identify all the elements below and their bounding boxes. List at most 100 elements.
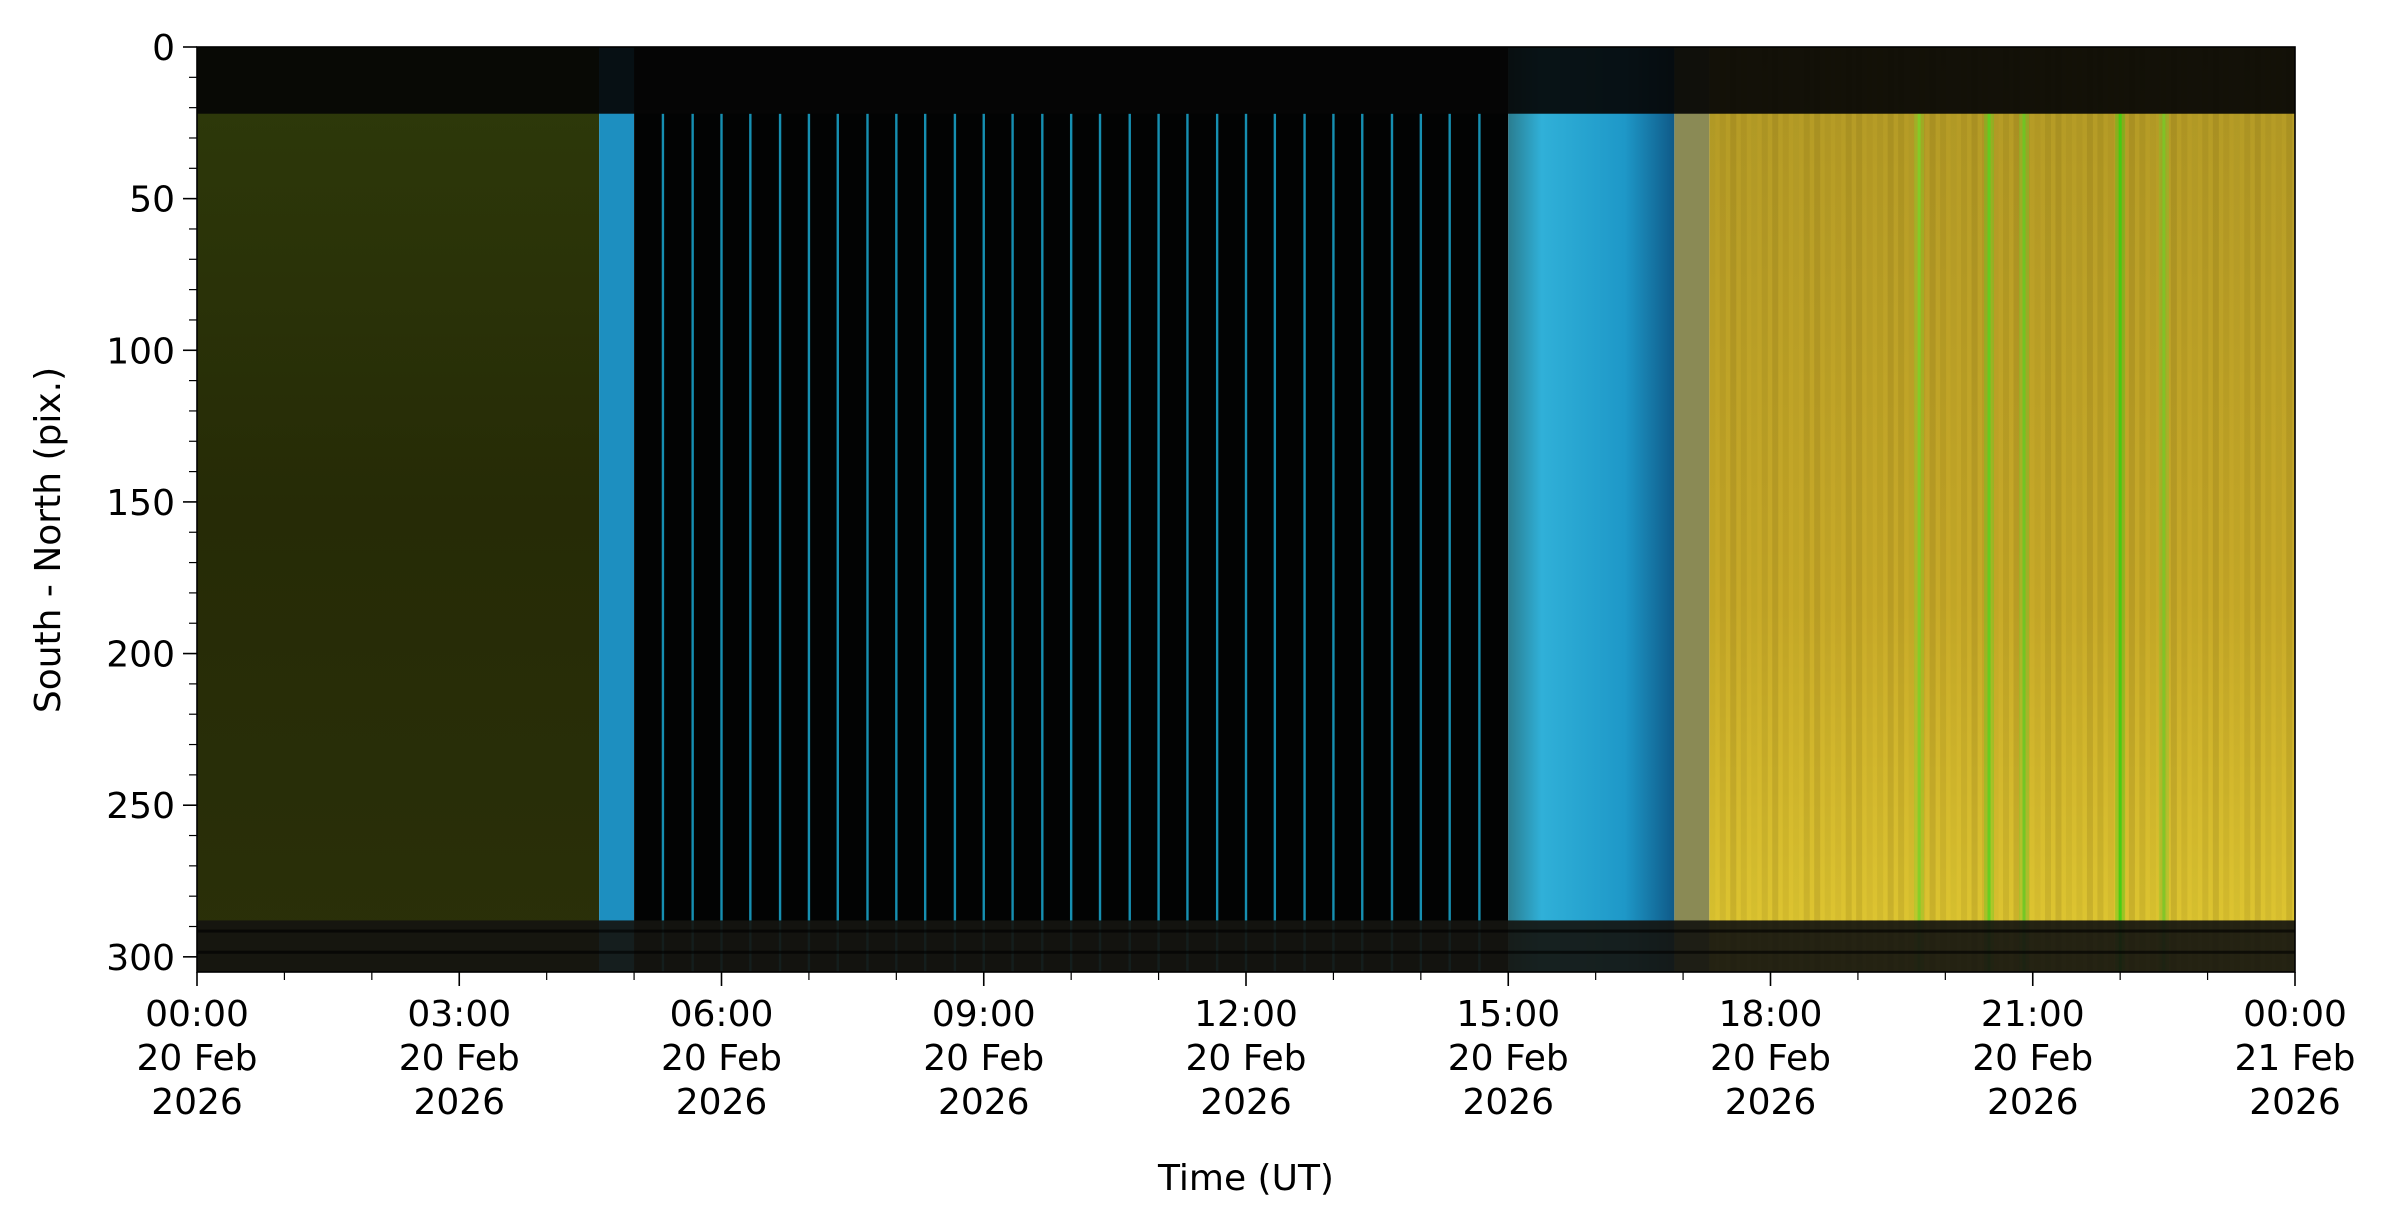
night-late-texture	[1929, 47, 1936, 972]
night-late-texture	[2044, 47, 2051, 972]
daytime-thin-line	[1419, 113, 1423, 972]
y-axis-label: South - North (pix.)	[28, 367, 69, 713]
aurora-streak	[2162, 113, 2166, 972]
night-late-texture	[1730, 47, 1737, 972]
x-tick-label: 20 Feb	[1186, 1038, 1307, 1079]
night-late-texture	[2233, 47, 2240, 972]
daytime-thin-line	[1098, 113, 1102, 972]
night-late-texture	[1751, 47, 1758, 972]
night-late-texture	[1982, 47, 1989, 972]
x-tick-label: 00:00	[145, 994, 249, 1035]
x-tick-label: 20 Feb	[137, 1038, 258, 1079]
y-axis: 0 50 100 150 200 250 300	[106, 28, 197, 979]
x-tick-label: 09:00	[932, 994, 1036, 1035]
aurora-streak	[1987, 113, 1991, 972]
night-late-texture	[2003, 47, 2010, 972]
daytime-thin-line	[1448, 113, 1451, 972]
aurora-streak	[1917, 113, 1921, 972]
daytime-thin-line	[1244, 113, 1248, 972]
x-tick-label: 03:00	[407, 994, 511, 1035]
night-late-texture	[1971, 47, 1978, 972]
night-late-texture	[2149, 47, 2156, 972]
night-late-texture	[2212, 47, 2219, 972]
segment-twilight-early	[599, 47, 635, 972]
night-late-texture	[2107, 47, 2114, 972]
night-late-texture	[1898, 47, 1905, 972]
y-tick-label: 50	[129, 180, 175, 221]
x-axis-label: Time (UT)	[1157, 1158, 1334, 1199]
y-tick-label: 0	[152, 28, 175, 69]
night-late-texture	[2013, 47, 2020, 972]
night-late-texture	[2265, 47, 2272, 972]
night-late-texture	[1719, 47, 1726, 972]
daytime-thin-line	[1478, 113, 1481, 972]
horizontal-band	[197, 47, 2295, 114]
night-late-texture	[1856, 47, 1863, 972]
daytime-thin-line	[1303, 113, 1306, 972]
x-tick-label: 2026	[1725, 1082, 1817, 1123]
night-late-texture	[2139, 47, 2146, 972]
night-late-texture	[1814, 47, 1821, 972]
x-tick-label: 20 Feb	[661, 1038, 782, 1079]
night-late-texture	[1877, 47, 1884, 972]
daytime-thin-line	[982, 113, 985, 972]
x-tick-label: 12:00	[1194, 994, 1298, 1035]
daytime-thin-line	[1273, 113, 1277, 972]
night-late-texture	[1992, 47, 1999, 972]
x-tick-label: 20 Feb	[399, 1038, 520, 1079]
daytime-thin-line	[1069, 113, 1073, 972]
daytime-thin-line	[1128, 113, 1131, 972]
x-tick-label: 21:00	[1981, 994, 2085, 1035]
y-tick-label: 200	[106, 635, 175, 676]
horizontal-band	[197, 920, 2295, 972]
night-late-texture	[2254, 47, 2261, 972]
night-late-texture	[2191, 47, 2198, 972]
daytime-thin-line	[1186, 113, 1189, 972]
night-late-texture	[1803, 47, 1810, 972]
daytime-thin-line	[1157, 113, 1160, 972]
aurora-streak	[2118, 113, 2122, 972]
daytime-thin-line	[661, 113, 665, 972]
night-late-texture	[2170, 47, 2177, 972]
daytime-thin-line	[778, 113, 782, 972]
night-late-texture	[2097, 47, 2104, 972]
daytime-thin-line	[866, 113, 869, 972]
night-late-texture	[1772, 47, 1779, 972]
night-late-texture	[1793, 47, 1800, 972]
night-late-texture	[1782, 47, 1789, 972]
segment-night-early	[197, 47, 600, 972]
y-tick-label: 300	[106, 938, 175, 979]
x-tick-label: 20 Feb	[1448, 1038, 1569, 1079]
segment-twilight-fade	[1674, 47, 1710, 972]
daytime-thin-line	[807, 113, 811, 972]
x-tick-label: 20 Feb	[1972, 1038, 2093, 1079]
night-late-texture	[1824, 47, 1831, 972]
daytime-thin-line	[923, 113, 927, 972]
aurora-streak	[2022, 113, 2026, 972]
x-tick-label: 00:00	[2243, 994, 2347, 1035]
night-late-texture	[2128, 47, 2135, 972]
night-late-texture	[2181, 47, 2188, 972]
night-late-texture	[1950, 47, 1957, 972]
night-late-texture	[1845, 47, 1852, 972]
x-tick-label: 2026	[1462, 1082, 1554, 1123]
plot-area	[197, 47, 2295, 972]
night-late-texture	[1709, 47, 1716, 972]
y-tick-label: 100	[106, 331, 175, 372]
night-late-texture	[2202, 47, 2209, 972]
segment-night-late	[1709, 47, 2295, 972]
daytime-thin-line	[1332, 113, 1335, 972]
horizontal-stripe	[197, 929, 2295, 933]
daytime-thin-line	[895, 113, 898, 972]
night-late-texture	[2244, 47, 2251, 972]
x-tick-label: 21 Feb	[2235, 1038, 2356, 1079]
night-late-texture	[1887, 47, 1894, 972]
night-late-texture	[1761, 47, 1768, 972]
y-tick-label: 150	[106, 483, 175, 524]
night-late-texture	[1908, 47, 1915, 972]
daytime-thin-line	[1011, 113, 1014, 972]
night-late-texture	[2286, 47, 2293, 972]
daytime-thin-line	[720, 113, 723, 972]
